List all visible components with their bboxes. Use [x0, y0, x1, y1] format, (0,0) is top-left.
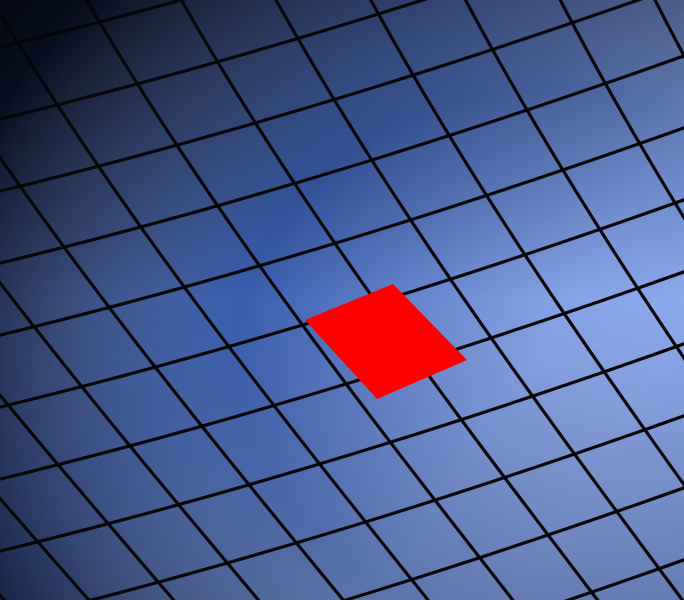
grid-line-diagonal-a-5: [0, 496, 91, 600]
grid-line-diagonal-b-5: [0, 0, 188, 49]
grid-line-diagonal-a-12: [274, 0, 684, 600]
grid-line-diagonal-b-8: [0, 54, 684, 265]
grid-line-diagonal-b-7: [0, 0, 644, 193]
grid-line-diagonal-a-9: [0, 10, 431, 600]
grid-line-diagonal-a-13: [368, 0, 684, 488]
grid-line-diagonal-b-6: [0, 0, 429, 121]
grid-line-diagonal-a-6: [0, 392, 176, 600]
grid-line-diagonal-b-11: [0, 270, 684, 481]
highlighted-red-tile: [305, 284, 467, 399]
grid-line-diagonal-a-8: [0, 154, 346, 600]
grid-line-diagonal-b-15: [563, 558, 684, 600]
grid-line-diagonal-b-13: [85, 414, 684, 600]
grid-line-diagonal-b-9: [0, 126, 684, 337]
grid-line-diagonal-b-12: [0, 342, 684, 553]
grid-line-diagonal-b-14: [340, 486, 684, 600]
grid-line-diagonal-a-14: [463, 0, 684, 361]
grid-line-diagonal-a-7: [0, 280, 261, 600]
grid-line-diagonal-a-15: [558, 0, 684, 221]
